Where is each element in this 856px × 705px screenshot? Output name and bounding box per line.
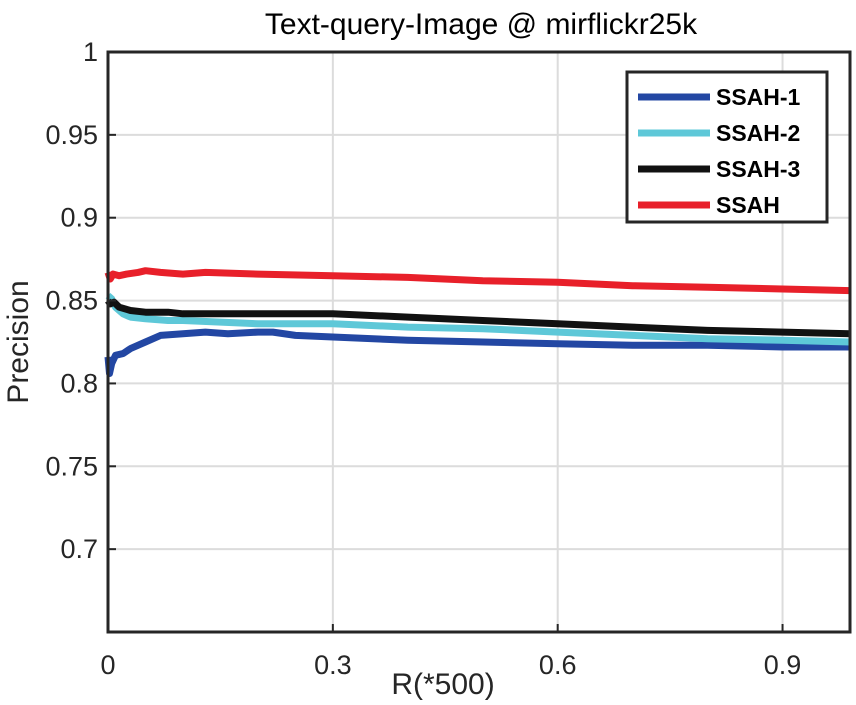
plot-frame [106, 50, 852, 634]
y-tick-label: 1 [83, 37, 98, 67]
y-tick-label: 0.8 [60, 368, 98, 398]
legend: SSAH-1 SSAH-2 SSAH-3 SSAH [625, 70, 829, 224]
y-tick-label: 0.85 [45, 286, 98, 316]
series-lines [104, 267, 851, 377]
y-tick-label: 0.7 [60, 534, 98, 564]
legend-label-ssah-2: SSAH-2 [716, 120, 800, 146]
legend-label-ssah-1: SSAH-1 [716, 84, 801, 110]
y-axis-ticks: 0.7 0.75 0.8 0.85 0.9 0.95 1 [45, 37, 116, 564]
y-tick-label: 0.75 [45, 451, 98, 481]
series-line-ssah [104, 267, 851, 295]
x-tick-label: 0.6 [539, 650, 577, 680]
chart-title: Text-query-Image @ mirflickr25k [265, 8, 698, 41]
y-tick-label: 0.95 [45, 120, 98, 150]
y-tick-label: 0.9 [60, 203, 98, 233]
legend-label-ssah: SSAH [716, 192, 780, 218]
series-line-ssah-3 [105, 298, 851, 338]
y-axis-title: Precision [2, 280, 35, 403]
x-tick-label: 0 [100, 650, 115, 680]
legend-label-ssah-3: SSAH-3 [716, 156, 800, 182]
x-axis-title: R(*500) [391, 668, 494, 701]
series-line-ssah-2 [105, 292, 851, 346]
series-line-ssah-1 [104, 328, 850, 377]
x-tick-label: 0.9 [764, 650, 802, 680]
x-tick-label: 0.3 [314, 650, 352, 680]
x-axis-ticks: 0 0.3 0.6 0.9 [100, 624, 801, 680]
